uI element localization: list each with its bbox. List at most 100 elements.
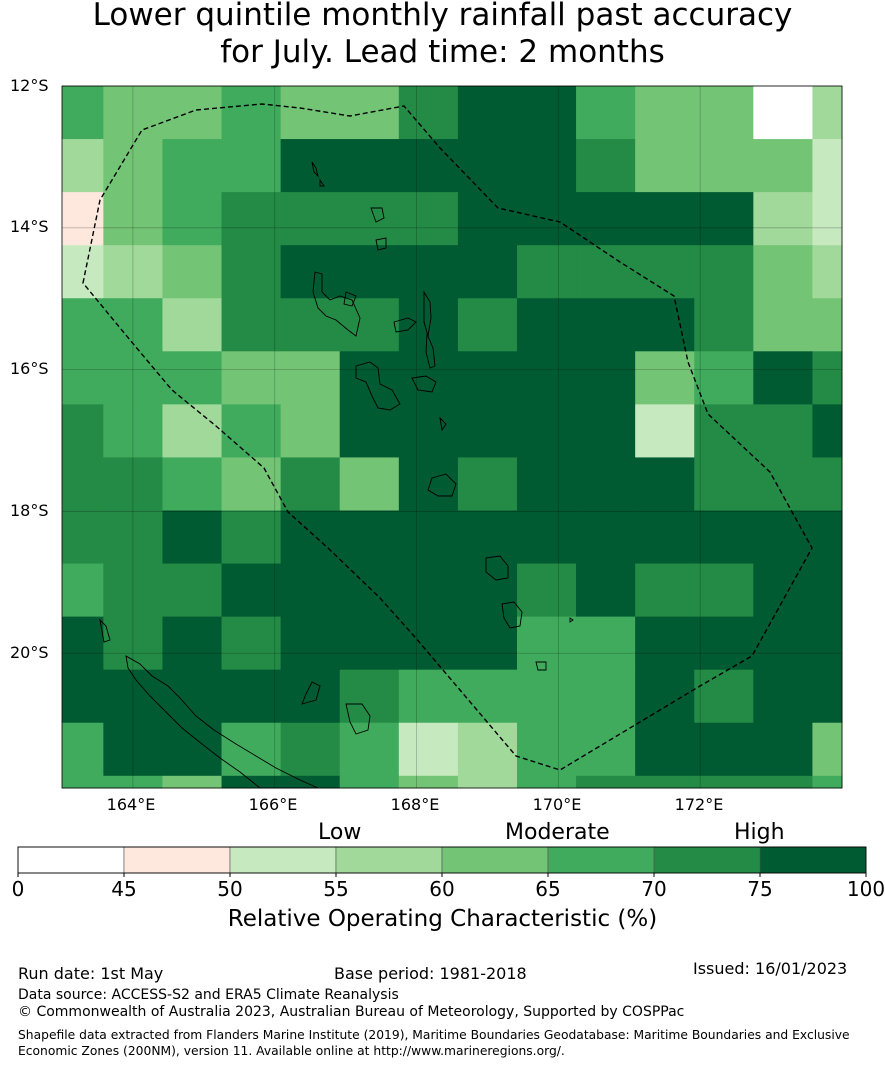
grid-cell xyxy=(516,775,577,789)
grid-cell xyxy=(62,722,104,777)
grid-cell xyxy=(103,86,163,140)
grid-cell xyxy=(62,616,104,671)
grid-cell xyxy=(339,351,400,405)
grid-cell xyxy=(635,86,695,140)
grid-cell xyxy=(635,669,695,724)
island-espiritu-santo xyxy=(312,271,361,337)
grid-cell xyxy=(457,775,518,789)
grid-cell xyxy=(221,404,282,458)
grid-cell xyxy=(635,722,695,777)
grid-cell xyxy=(576,404,636,458)
grid-cell xyxy=(753,245,813,299)
shapefile-credit-line-2: Economic Zones (200NM), version 11. Avai… xyxy=(18,1044,565,1058)
colorbar-segment xyxy=(229,846,337,874)
grid-cell xyxy=(280,86,341,140)
grid-cell xyxy=(635,457,695,511)
grid-cell xyxy=(280,722,341,777)
colorbar-segment xyxy=(547,846,655,874)
colorbar-segment xyxy=(123,846,231,874)
grid-cell xyxy=(398,510,459,565)
lon-label-170e: 170°E xyxy=(532,795,582,814)
grid-cell xyxy=(516,563,577,618)
grid-cell xyxy=(635,351,695,405)
grid-cell xyxy=(62,669,104,724)
island-erromango xyxy=(485,555,509,581)
grid-cell xyxy=(635,139,695,193)
grid-cell xyxy=(812,404,843,458)
grid-cell xyxy=(398,351,459,405)
island-ambae xyxy=(393,317,417,333)
category-moderate: Moderate xyxy=(505,820,610,845)
grid-cell xyxy=(753,775,813,789)
grid-cell xyxy=(103,722,163,777)
island-malo xyxy=(343,291,357,307)
grid-cell xyxy=(457,86,518,140)
grid-cell xyxy=(576,351,636,405)
grid-cell xyxy=(812,192,843,246)
grid-cell xyxy=(339,616,400,671)
lon-label-168e: 168°E xyxy=(390,795,440,814)
grid-cell xyxy=(221,510,282,565)
grid-cell xyxy=(62,298,104,352)
island-tanna xyxy=(501,601,523,629)
grid-cell xyxy=(694,139,754,193)
grid-cell xyxy=(576,616,636,671)
grid-cell xyxy=(753,563,813,618)
grid-cell xyxy=(812,616,843,671)
grid-cell xyxy=(457,404,518,458)
grid-cell xyxy=(694,510,754,565)
grid-cell xyxy=(162,245,223,299)
grid-cell xyxy=(103,351,163,405)
grid-cell xyxy=(398,86,459,140)
grid-cell xyxy=(221,245,282,299)
grid-cell xyxy=(62,192,104,246)
grid-cell xyxy=(516,669,577,724)
grid-cell xyxy=(398,139,459,193)
island-efate xyxy=(427,473,457,497)
grid-cell xyxy=(103,510,163,565)
grid-cell xyxy=(221,86,282,140)
grid-cell xyxy=(339,245,400,299)
island-futuna xyxy=(569,617,574,623)
grid-cell xyxy=(280,510,341,565)
grid-cell xyxy=(103,192,163,246)
eez-boundary xyxy=(82,103,813,771)
grid-cell xyxy=(516,298,577,352)
grid-cell xyxy=(576,722,636,777)
grid-cell xyxy=(103,669,163,724)
grid-cell xyxy=(812,139,843,193)
grid-cell xyxy=(753,86,813,140)
grid-cell xyxy=(162,510,223,565)
grid-cell xyxy=(103,775,163,789)
lon-label-172e: 172°E xyxy=(674,795,724,814)
grid-cell xyxy=(516,192,577,246)
map-title-line-1: Lower quintile monthly rainfall past acc… xyxy=(92,0,793,33)
grid-cell xyxy=(398,563,459,618)
map-frame xyxy=(61,85,843,789)
grid-cell xyxy=(103,245,163,299)
grid-cell xyxy=(457,457,518,511)
grid-cell xyxy=(162,722,223,777)
grid-cell xyxy=(103,404,163,458)
accuracy-grid xyxy=(62,86,843,789)
grid-cell xyxy=(576,245,636,299)
grid-cell xyxy=(576,563,636,618)
coastlines xyxy=(99,161,574,789)
grid-cell xyxy=(753,139,813,193)
grid-cell xyxy=(162,139,223,193)
island-loyalty-2 xyxy=(301,681,321,705)
grid-cell xyxy=(812,510,843,565)
colorbar-segment xyxy=(759,846,867,874)
grid-cell xyxy=(162,86,223,140)
grid-cell xyxy=(62,775,104,789)
copyright: © Commonwealth of Australia 2023, Austra… xyxy=(18,1004,685,1020)
lat-label-16s: 16°S xyxy=(10,359,49,378)
grid-cell xyxy=(635,563,695,618)
grid-cell xyxy=(398,245,459,299)
grid-cell xyxy=(221,457,282,511)
grid-cell xyxy=(516,404,577,458)
grid-cell xyxy=(103,139,163,193)
grid-cell xyxy=(812,298,843,352)
island-ambrym xyxy=(411,375,437,393)
grid-cell xyxy=(280,669,341,724)
